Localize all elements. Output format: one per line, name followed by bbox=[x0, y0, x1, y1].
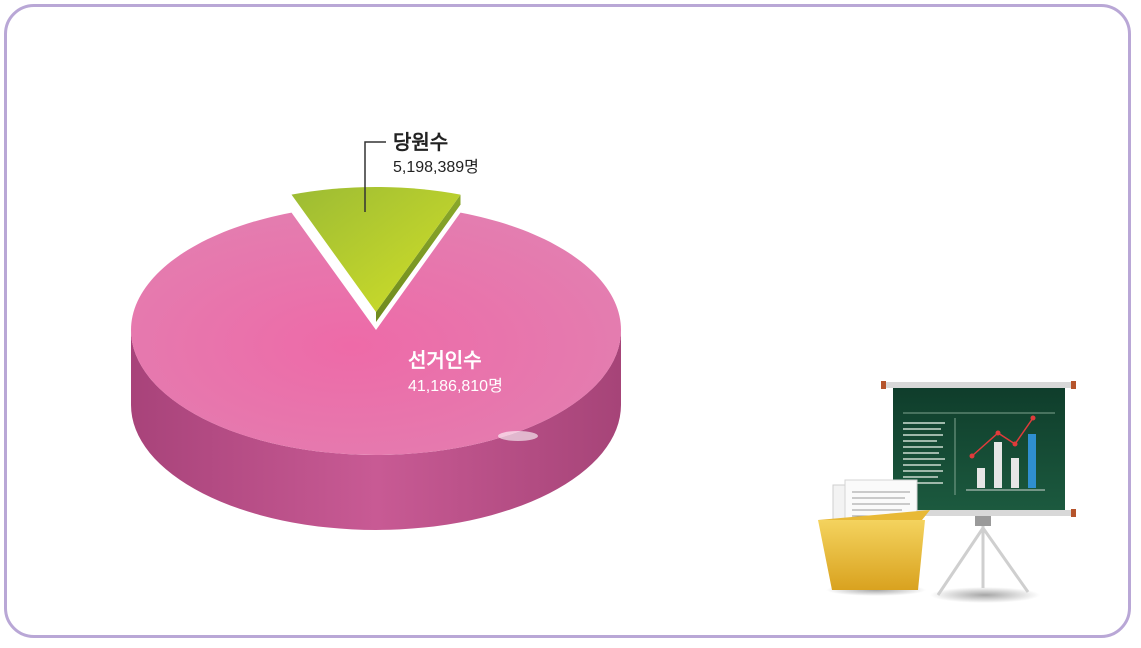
label-당원수-name: 당원수 bbox=[393, 131, 448, 154]
pie-slice-당원수-side bbox=[376, 194, 461, 322]
folder-icon bbox=[818, 479, 930, 596]
presentation-board-icon bbox=[881, 381, 1076, 603]
pie-side bbox=[131, 330, 621, 530]
label-선거인수-name: 선거인수 bbox=[408, 349, 482, 372]
pie-slice-선거인수 bbox=[130, 212, 621, 455]
pie-slice-당원수 bbox=[291, 187, 461, 312]
label-당원수-value: 5,198,389명 bbox=[393, 158, 479, 176]
rim-highlight bbox=[498, 431, 538, 441]
leader-line-당원수 bbox=[364, 141, 386, 212]
label-선거인수-value: 41,186,810명 bbox=[408, 377, 503, 395]
